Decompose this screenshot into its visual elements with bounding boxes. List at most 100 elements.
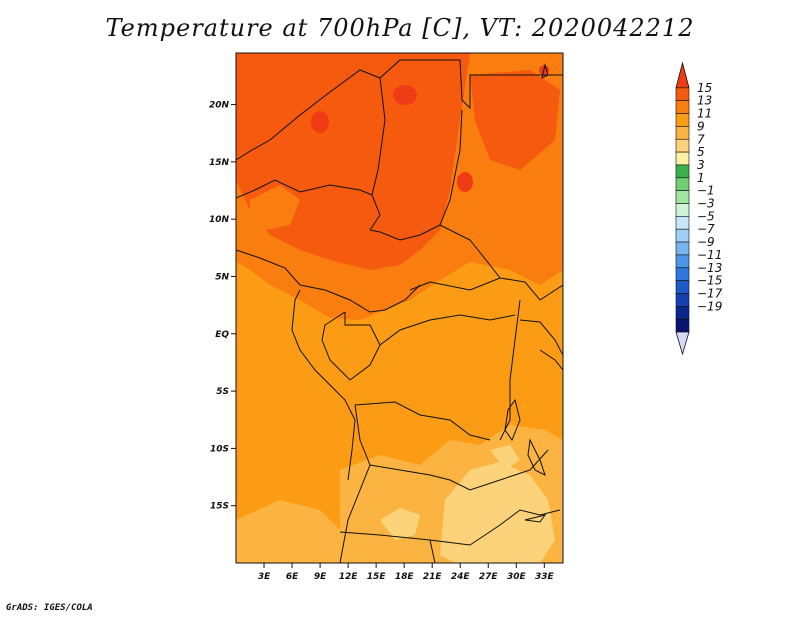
temperature-field — [236, 53, 563, 563]
y-tick-label: 10N — [209, 215, 230, 225]
hotspot — [457, 172, 473, 192]
colorbar-swatch — [675, 293, 690, 307]
colorbar-swatch — [675, 216, 690, 230]
hotspot — [393, 85, 417, 105]
y-tick-label: 20N — [209, 101, 230, 111]
colorbar-label: 1 — [697, 171, 705, 185]
colorbar-label: −1 — [697, 184, 715, 198]
lake-outline — [527, 438, 546, 476]
colorbar-swatch — [675, 190, 690, 204]
colorbar-swatch — [675, 177, 690, 191]
border-line — [236, 249, 421, 313]
x-tick-label: 3E — [258, 572, 271, 582]
colorbar-label: 11 — [697, 107, 712, 121]
colorbar-swatch — [675, 305, 690, 320]
border-line — [379, 59, 563, 110]
y-tick-label: EQ — [215, 330, 229, 340]
field-13c-patch-3 — [470, 70, 560, 170]
colorbar-label: −11 — [697, 248, 722, 262]
field-ocean-west — [236, 262, 250, 290]
colorbar-label: −9 — [697, 235, 715, 249]
y-tick-label: 5N — [215, 272, 229, 282]
colorbar-label: 15 — [697, 81, 712, 95]
border-line — [499, 277, 563, 301]
y-tick-label: 15N — [209, 158, 230, 168]
x-axis: 3E 6E 9E 12E 15E 18E 21E 24E 27E 30E 33E — [258, 563, 555, 582]
colorbar-bottom-arrow — [675, 331, 690, 356]
field-7c-west — [236, 500, 340, 563]
coastline — [291, 289, 356, 481]
border-line — [354, 401, 491, 441]
colorbar-swatch — [675, 100, 690, 114]
colorbar-swatch — [675, 113, 690, 127]
colorbar-swatch — [675, 164, 690, 179]
colorbar-label: −3 — [697, 197, 715, 211]
hotspot — [311, 111, 329, 133]
border-line — [339, 531, 471, 546]
colorbar-label: 9 — [697, 119, 705, 133]
colorbar-label: −13 — [697, 261, 722, 275]
colorbar-label: −15 — [697, 274, 722, 288]
x-tick-label: 27E — [479, 572, 499, 582]
border-line — [469, 509, 561, 546]
border-line — [379, 314, 516, 346]
x-tick-label: 15E — [367, 572, 387, 582]
country-borders — [236, 59, 563, 563]
coastline — [519, 319, 563, 356]
colorbar-label: −19 — [697, 299, 722, 313]
colorbar-top-arrow — [675, 61, 690, 89]
field-5c-patch-2 — [490, 445, 520, 470]
colorbar-swatch — [675, 241, 690, 256]
chart-title: Temperature at 700hPa [C], VT: 202004221… — [105, 14, 695, 42]
colorbar-label: 5 — [697, 145, 705, 159]
lake-outline — [524, 514, 547, 523]
colorbar-swatch — [675, 151, 690, 166]
colorbar-swatch — [675, 87, 690, 101]
lake-outline — [504, 398, 521, 442]
border-line — [344, 312, 381, 381]
colorbar-swatch — [675, 267, 690, 281]
grads-credit: GrADS: IGES/COLA — [6, 603, 93, 613]
field-13c-patch — [236, 53, 470, 270]
field-5c-patch — [380, 508, 420, 540]
x-tick-label: 21E — [423, 572, 443, 582]
y-axis: 20N 15N 10N 5N EQ 5S 10S 15S — [209, 101, 236, 512]
colorbar-label: 3 — [697, 158, 705, 172]
x-tick-label: 18E — [395, 572, 415, 582]
x-tick-label: 6E — [286, 572, 299, 582]
x-tick-label: 33E — [535, 572, 555, 582]
x-tick-label: 24E — [451, 572, 471, 582]
lake-outline — [541, 63, 549, 79]
border-line — [236, 179, 373, 199]
colorbar-label: −7 — [697, 222, 715, 236]
x-tick-label: 9E — [314, 572, 327, 582]
colorbar-label: 7 — [697, 132, 705, 146]
y-tick-label: 10S — [210, 444, 229, 454]
border-line — [369, 109, 463, 241]
colorbar-swatch — [675, 203, 690, 217]
y-tick-label: 5S — [216, 387, 229, 397]
colorbar-swatch — [675, 318, 690, 333]
x-tick-label: 12E — [339, 572, 359, 582]
colorbar-swatch — [675, 280, 690, 294]
x-tick-label: 30E — [507, 572, 527, 582]
field-13c-patch-2 — [250, 185, 300, 230]
colorbar-label: −17 — [697, 286, 723, 300]
colorbar-swatch — [675, 228, 690, 243]
field-5c-highlands — [440, 462, 555, 563]
colorbar-swatch — [675, 138, 690, 153]
border-line — [236, 69, 386, 231]
colorbar-swatch — [675, 126, 690, 140]
plot-frame — [235, 52, 564, 564]
border-line — [339, 404, 371, 563]
border-line — [321, 311, 351, 381]
colorbar-label: 13 — [697, 94, 712, 108]
border-line — [429, 539, 436, 563]
coastline — [539, 349, 563, 371]
border-line — [369, 449, 549, 491]
border-line — [499, 299, 521, 441]
y-tick-label: 15S — [210, 502, 229, 512]
colorbar-swatch — [675, 254, 690, 269]
